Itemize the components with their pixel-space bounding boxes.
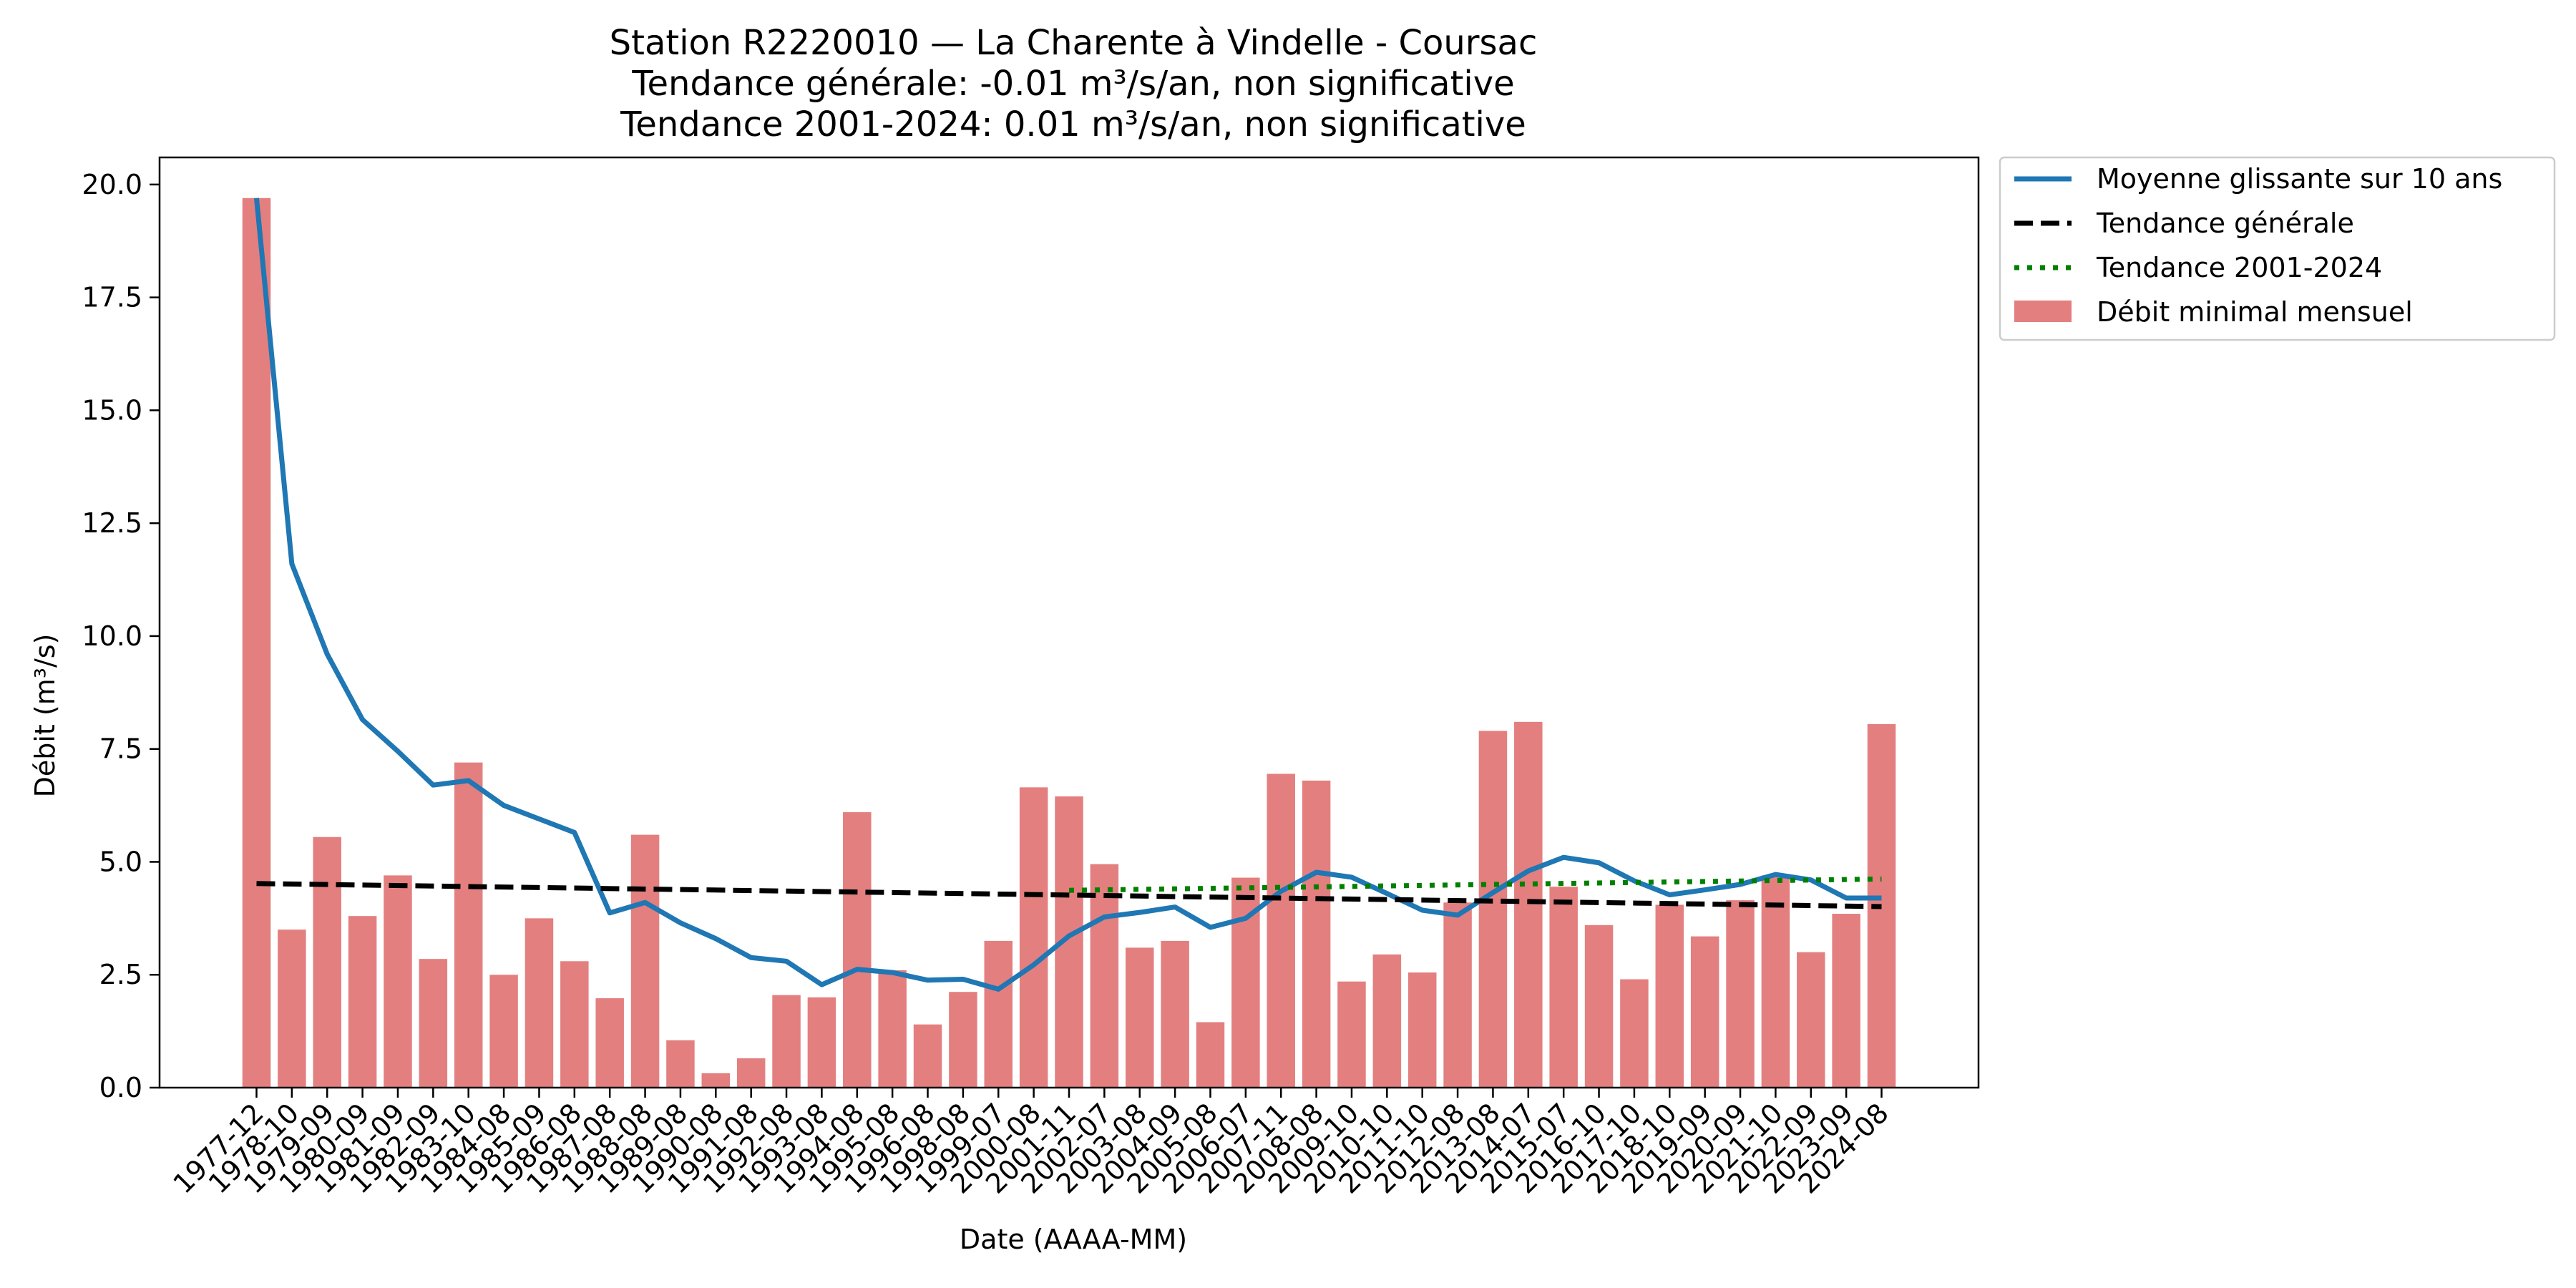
legend: Moyenne glissante sur 10 ans Tendance gén… [1999,156,2556,341]
bar [1196,1022,1225,1088]
legend-swatch [2014,301,2072,322]
bar [1655,904,1684,1088]
bar [1443,902,1472,1088]
legend-item: Débit minimal mensuel [2014,296,2413,328]
bar [1478,731,1508,1088]
bar-series [242,197,1896,1088]
bar [489,975,518,1088]
bar [630,834,660,1088]
bar [1302,780,1331,1088]
x-axis-ticks: 1977-121978-101979-091980-091981-091982-… [167,1088,1895,1200]
legend-label: Débit minimal mensuel [2097,296,2413,328]
line-series-1 [254,197,1882,992]
y-axis-ticks: 0.0 2.5 5.0 7.5 10.0 12.5 15.0 17.5 20.0 [82,169,160,1103]
bar [1267,774,1295,1088]
bar [525,918,554,1088]
y-tick-label: 20.0 [82,169,142,200]
bar [984,940,1013,1088]
bar [1337,981,1366,1088]
bar [772,995,801,1088]
line-series-2 [256,881,1882,909]
chart-title-line-2: Tendance générale: -0.01 m³/s/an, non si… [631,64,1514,104]
chart-title-line-1: Station R2220010 — La Charente à Vindell… [610,23,1538,63]
y-tick-label: 12.5 [82,507,142,539]
legend-box [1999,156,2556,341]
bar [949,992,977,1088]
bar [701,1073,731,1088]
legend-item: Tendance 2001-2024 [2014,252,2382,283]
bar [913,1024,942,1088]
y-tick-label: 15.0 [82,394,142,426]
bar [843,812,872,1088]
bar [1797,952,1825,1088]
legend-label: Tendance 2001-2024 [2096,252,2382,283]
x-axis-label: Date (AAAA-MM) [960,1224,1187,1255]
bar [313,836,341,1088]
bar [807,997,836,1088]
bar [1690,936,1719,1088]
bar [1125,947,1154,1088]
legend-label: Moyenne glissante sur 10 ans [2097,163,2502,195]
bar [1019,787,1048,1088]
bar [1090,864,1119,1088]
y-tick-label: 5.0 [99,846,142,877]
bar [348,916,377,1088]
bar [1584,924,1614,1088]
chart-title-line-3: Tendance 2001-2024: 0.01 m³/s/an, non si… [620,104,1526,145]
y-tick-label: 10.0 [82,620,142,652]
chart-title: Station R2220010 — La Charente à Vindell… [610,23,1538,145]
legend-item: Moyenne glissante sur 10 ans [2014,163,2502,195]
legend-item: Tendance générale [2014,208,2354,239]
y-tick-label: 2.5 [99,959,142,990]
bar [560,961,589,1088]
bar [1549,887,1578,1088]
y-tick-label: 0.0 [99,1072,142,1103]
y-tick-label: 7.5 [99,733,142,765]
bar [384,875,412,1088]
bar [1407,972,1437,1088]
bar [1514,721,1543,1088]
series-line [256,881,1882,909]
bar [419,959,448,1088]
bar [595,998,624,1088]
bar [1372,954,1402,1088]
series-line [254,197,1882,992]
bar [666,1040,695,1088]
bar [1832,914,1860,1088]
bar [1726,900,1755,1088]
bar [736,1058,766,1088]
legend-label: Tendance générale [2096,208,2354,239]
y-axis-label: Débit (m³/s) [29,634,61,798]
bar [454,762,483,1088]
bar [1620,979,1649,1088]
bar [1761,875,1790,1088]
plot-area: 0.0 2.5 5.0 7.5 10.0 12.5 15.0 17.5 20.0 1977-121… [82,156,1980,1200]
y-tick-label: 17.5 [82,282,142,313]
bar [242,197,271,1088]
bar [878,970,907,1088]
bar [1161,940,1189,1088]
bar [278,930,306,1088]
